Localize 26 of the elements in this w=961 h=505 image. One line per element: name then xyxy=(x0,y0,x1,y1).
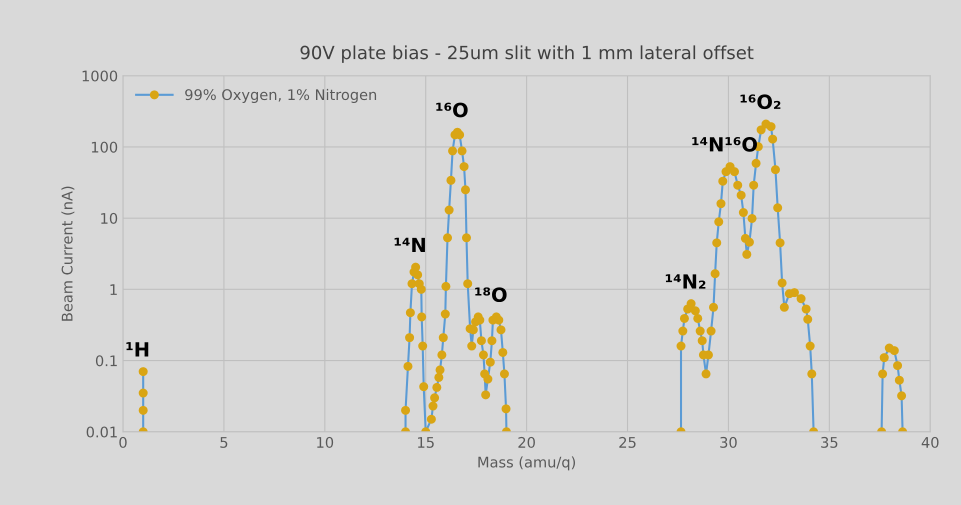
x-tick-label: 35 xyxy=(821,436,838,448)
annotation: ¹⁶O xyxy=(436,102,468,118)
x-tick-label: 10 xyxy=(317,436,334,448)
annotation: ¹⁸O xyxy=(475,287,507,302)
y-tick-label: 10 xyxy=(101,212,118,224)
chart-title: 90V plate bias - 25um slit with 1 mm lateral offset xyxy=(300,45,754,63)
y-tick-label: 1 xyxy=(110,284,117,295)
x-tick-label: 20 xyxy=(518,436,535,448)
legend-label: 99% Oxygen, 1% Nitrogen xyxy=(185,88,376,103)
y-tick-label: 100 xyxy=(92,142,118,153)
y-tick-label: 1000 xyxy=(82,70,118,82)
annotation: ¹H xyxy=(126,342,148,356)
x-tick-label: 0 xyxy=(119,436,127,448)
x-axis-title: Mass (amu/q) xyxy=(478,456,576,470)
annotation: ¹⁴N₂ xyxy=(666,274,706,289)
annotation: ¹⁴N¹⁶O xyxy=(692,137,757,152)
y-tick-label: 0.01 xyxy=(86,426,117,438)
annotation: ¹⁶O₂ xyxy=(740,94,780,110)
x-tick-label: 40 xyxy=(922,436,939,448)
x-tick-label: 30 xyxy=(720,436,737,448)
x-tick-label: 25 xyxy=(619,436,636,448)
x-tick-label: 5 xyxy=(220,437,228,448)
annotation: ¹⁴N xyxy=(394,238,425,252)
y-axis-title: Beam Current (nA) xyxy=(61,186,74,321)
x-tick-label: 15 xyxy=(418,437,434,448)
y-tick-label: 0.1 xyxy=(96,355,117,366)
